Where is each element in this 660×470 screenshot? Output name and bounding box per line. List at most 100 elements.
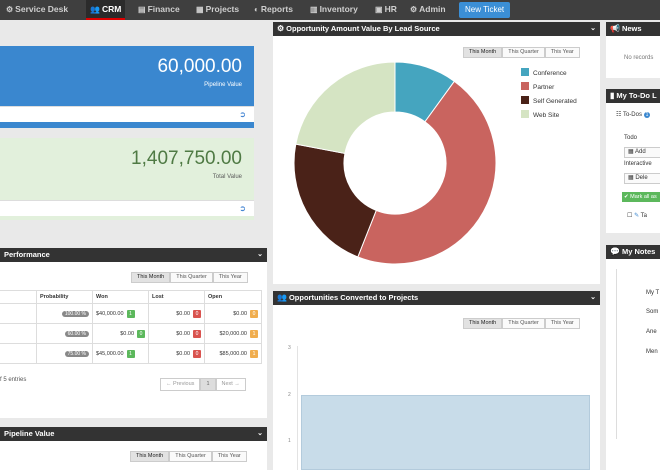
filter-this-year[interactable]: This Year [544,318,580,329]
col-probability[interactable]: Probability [36,290,93,304]
lost-count-badge[interactable]: 0 [193,309,201,318]
edit-icon[interactable]: ✎ [634,213,640,219]
chevron-down-icon[interactable]: ⌄ [590,25,596,32]
open-count-badge[interactable]: 1 [250,329,258,338]
legend-item[interactable]: Partner [521,82,554,91]
todo-tab[interactable]: ☷ To-Dos 1 [616,112,651,118]
lost-count-badge[interactable]: 0 [193,349,201,358]
filter-this-year[interactable]: This Year [212,272,248,283]
mark-all-button[interactable]: ✔ Mark all as [622,192,660,202]
table-row: 60.00 % $0.00 0 $0.00 0 $20,000.00 1 [0,323,262,344]
filter-this-year[interactable]: This Year [544,47,580,58]
checkbox-icon[interactable]: ☐ [627,213,633,219]
todo-task-row[interactable]: ☐ ✎ Ta [627,213,647,219]
filter-this-month[interactable]: This Month [463,318,503,329]
nav-crm[interactable]: 👥 CRM [86,0,126,20]
note-item[interactable]: Som [646,309,659,315]
donut-slice-self-generated[interactable] [293,143,377,258]
nav-service-desk[interactable]: ⚙ Service Desk [6,0,68,20]
add-todo-button[interactable]: ▦ Add [624,147,660,158]
total-card-footer[interactable]: ➲ [0,200,254,216]
inventory-icon: ▥ [310,5,318,14]
filter-this-month[interactable]: This Month [130,451,170,462]
donut-slice-web-site[interactable] [295,61,396,155]
nav-hr[interactable]: ▣ HR [375,0,397,20]
total-value-card: 1,407,750.00 Total Value ➲ [0,138,254,220]
gear-icon: ⚙ [6,5,14,14]
notes-panel: 💬 My Notes My T Som Ane Men [606,245,660,470]
filter-this-quarter[interactable]: This Quarter [169,451,212,462]
probability-badge: 100.00 % [61,310,89,317]
probability-badge: 60.00 % [64,330,89,337]
legend-swatch [521,96,529,104]
users-icon: 👥 [277,293,287,302]
delete-todo-button[interactable]: ▦ Dele [624,173,660,184]
legend-swatch [521,110,529,118]
nav-reports[interactable]: ◐ Reports [254,0,293,20]
legend-swatch [521,68,529,76]
gear-icon: ⚙ [277,24,285,33]
pipeline-value-label: Pipeline Value [204,82,242,88]
performance-filters: This Month This Quarter This Year [131,272,248,283]
note-item[interactable]: My T [646,290,660,296]
filter-this-quarter[interactable]: This Quarter [502,47,545,58]
legend-item[interactable]: Conference [521,68,567,77]
pipeline-value-panel: Pipeline Value ⌄ This Month This Quarter … [0,427,267,470]
pager-next[interactable]: Next → [215,378,246,391]
y-tick: 2 [288,392,291,398]
won-count-badge[interactable]: 1 [126,309,135,318]
todo-label: Todo [624,135,638,141]
col-open[interactable]: Open [204,290,262,304]
nav-finance[interactable]: ▤ Finance [138,0,180,20]
note-item[interactable]: Ane [646,329,657,335]
legend-item[interactable]: Web Site [521,110,559,119]
y-tick: 3 [288,345,291,351]
chevron-down-icon[interactable]: ⌄ [590,294,596,301]
converted-panel: 👥 Opportunities Converted to Projects ⌄ Th… [273,291,600,470]
note-item[interactable]: Men [646,349,658,355]
chevron-down-icon[interactable]: ⌄ [257,430,263,437]
won-count-badge[interactable]: 1 [126,349,135,358]
nav-admin[interactable]: ⚙ Admin [410,0,446,20]
chevron-down-icon[interactable]: ⌄ [257,251,263,258]
open-count-badge[interactable]: 1 [250,349,258,358]
converted-bar [301,395,590,470]
open-count-badge[interactable]: 0 [250,309,258,318]
lost-count-badge[interactable]: 0 [193,329,201,338]
col-won[interactable]: Won [92,290,149,304]
donut-slice-partner[interactable] [357,80,497,265]
won-count-badge[interactable]: 0 [137,329,145,338]
col-lost[interactable]: Lost [148,290,205,304]
notes-divider [616,269,617,439]
pagination: ← Previous 1 Next → [160,378,246,391]
pager-previous[interactable]: ← Previous [160,378,201,391]
nav-projects[interactable]: ▦ Projects [196,0,239,20]
bookmark-icon: ▮ [610,91,615,100]
pipeline-card-footer[interactable]: ➲ [0,106,254,122]
pipeline-value-header: Pipeline Value ⌄ [0,427,267,441]
entries-info: f 5 entries [0,377,27,383]
legend-item[interactable]: Self Generated [521,96,577,105]
todo-header: ▮ My To-Do L [606,89,660,103]
filter-this-quarter[interactable]: This Quarter [502,318,545,329]
arrow-circle-right-icon[interactable]: ➲ [239,110,246,119]
total-value-label: Total Value [212,174,242,180]
filter-this-month[interactable]: This Month [463,47,503,58]
filter-this-quarter[interactable]: This Quarter [170,272,213,283]
new-ticket-button[interactable]: New Ticket [459,2,511,18]
hr-icon: ▣ [375,5,383,14]
opportunity-filters: This Month This Quarter This Year [463,47,580,58]
probability-badge: 75.00 % [64,350,89,357]
filter-this-month[interactable]: This Month [131,272,171,283]
legend-swatch [521,82,529,90]
nav-inventory[interactable]: ▥ Inventory [310,0,358,20]
pager-page-1[interactable]: 1 [200,378,216,391]
filter-this-year[interactable]: This Year [211,451,247,462]
todo-panel: ▮ My To-Do L ☷ To-Dos 1 Todo ▦ Add Intera… [606,89,660,233]
arrow-circle-right-icon[interactable]: ➲ [239,204,246,213]
news-empty: No records [624,55,654,61]
interactive-label: Interactive [624,161,652,167]
pipeline-value-card: 60,000.00 Pipeline Value ➲ [0,46,254,128]
notes-header: 💬 My Notes [606,245,660,259]
pipeline-value-filters: This Month This Quarter This Year [130,451,247,462]
